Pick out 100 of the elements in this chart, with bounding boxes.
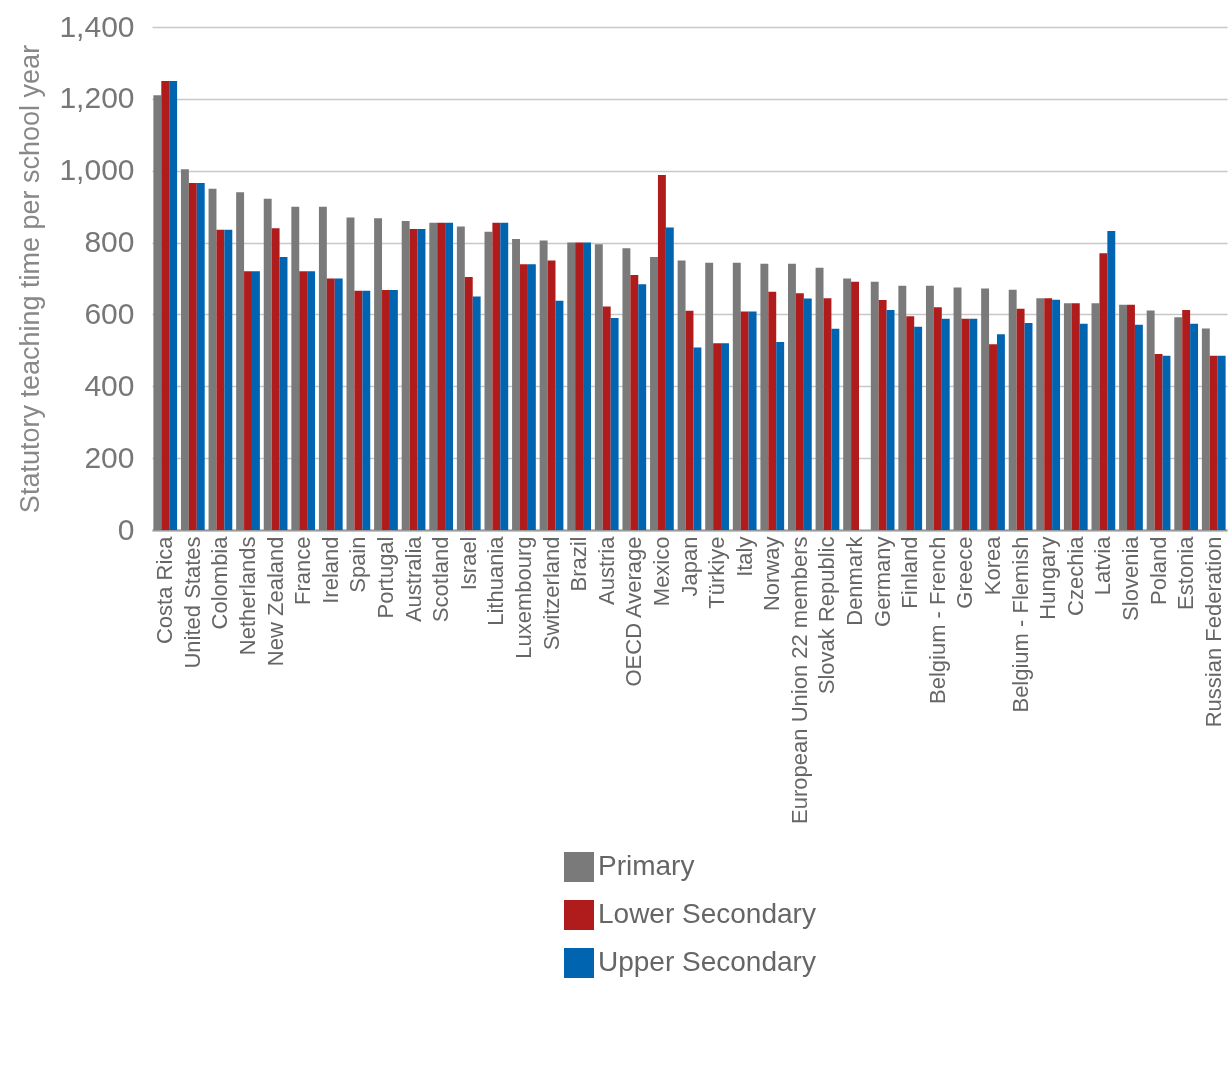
- x-tick-label: Israel: [455, 536, 481, 591]
- bar: [382, 290, 390, 530]
- bar: [555, 300, 564, 530]
- bar: [795, 293, 804, 530]
- bar: [638, 284, 647, 530]
- bar: [362, 290, 371, 530]
- x-tick-label: Belgium - Flemish: [1007, 536, 1033, 713]
- x-tick-label: Hungary: [1035, 536, 1061, 620]
- x-tick-label: Belgium - French: [924, 536, 950, 705]
- bar: [969, 318, 978, 530]
- bar: [567, 242, 576, 530]
- bar: [236, 192, 245, 530]
- x-tick-label: Slovak Republic: [814, 536, 840, 695]
- y-tick-label: 600: [84, 296, 135, 330]
- x-tick-label: Brazil: [566, 536, 592, 592]
- x-tick-label: Denmark: [842, 535, 868, 626]
- bar: [768, 291, 777, 530]
- bar: [610, 318, 619, 530]
- bar: [1008, 289, 1017, 530]
- bar: [760, 263, 769, 530]
- x-tick-label: Germany: [869, 536, 895, 627]
- bar: [519, 264, 528, 530]
- bar: [512, 238, 520, 530]
- bar: [630, 274, 639, 530]
- bar: [389, 290, 398, 530]
- y-tick-label: 1,000: [59, 153, 135, 187]
- bar: [500, 222, 509, 530]
- bar: [472, 296, 481, 530]
- y-tick-label: 1,400: [59, 9, 135, 43]
- y-tick-label: 800: [84, 225, 135, 259]
- x-tick-label: Lithuania: [483, 535, 509, 626]
- x-tick-label: Ireland: [317, 536, 343, 604]
- bar: [492, 222, 501, 530]
- x-tick-label: Colombia: [207, 535, 233, 630]
- legend-label: Primary: [598, 850, 695, 881]
- bar: [374, 218, 383, 530]
- bar: [401, 221, 410, 530]
- bar: [1154, 353, 1163, 530]
- bar: [803, 298, 812, 530]
- bar: [1146, 310, 1155, 530]
- bar: [740, 311, 749, 530]
- bar: [271, 228, 280, 530]
- bar: [906, 316, 915, 530]
- x-tick-label: Norway: [759, 536, 785, 612]
- bar: [1182, 310, 1191, 530]
- bar: [1217, 355, 1226, 530]
- bar: [705, 262, 714, 530]
- bar: [925, 285, 934, 530]
- bar: [409, 228, 418, 530]
- x-tick-label: European Union 22 members: [786, 536, 812, 824]
- y-tick-label: 200: [84, 440, 135, 474]
- bar: [1190, 323, 1199, 530]
- bar: [981, 288, 990, 530]
- bar: [196, 182, 205, 530]
- x-tick-label: Australia: [400, 535, 426, 623]
- x-tick-label: Russian Federation: [1200, 536, 1226, 728]
- bar: [831, 328, 840, 530]
- x-tick-label: Scotland: [428, 536, 454, 623]
- x-tick-label: Poland: [1145, 536, 1171, 606]
- bar: [996, 334, 1005, 530]
- bar: [878, 300, 887, 530]
- bar: [445, 222, 454, 530]
- x-tick-label: United States: [179, 536, 205, 669]
- bar: [456, 226, 465, 530]
- bar: [941, 318, 950, 530]
- bar: [843, 278, 852, 530]
- bar: [169, 80, 178, 530]
- bar: [914, 326, 923, 530]
- bar: [602, 306, 611, 530]
- bar: [1119, 304, 1128, 530]
- bar: [870, 281, 879, 530]
- bar: [326, 278, 335, 530]
- bar: [721, 343, 729, 530]
- bar: [1127, 304, 1135, 530]
- bar: [244, 271, 252, 530]
- bar: [216, 229, 225, 530]
- bar: [354, 290, 363, 530]
- bar: [539, 240, 548, 530]
- bar: [898, 285, 907, 530]
- y-tick-label: 0: [117, 512, 135, 546]
- bar: [1044, 298, 1053, 530]
- x-tick-label: Switzerland: [538, 536, 564, 651]
- x-tick-label: France: [290, 536, 316, 605]
- bar: [1016, 308, 1025, 530]
- x-tick-label: Spain: [345, 536, 371, 593]
- y-axis-title: Statutory teaching time per school year: [15, 44, 46, 514]
- bar: [815, 267, 824, 530]
- bar: [1036, 298, 1045, 530]
- x-tick-label: Greece: [952, 536, 978, 609]
- x-tick-label: Netherlands: [235, 536, 261, 656]
- bar: [665, 227, 674, 530]
- x-tick-label: Finland: [897, 536, 923, 609]
- bar: [961, 318, 970, 530]
- x-tick-label: Czechia: [1062, 535, 1088, 616]
- bar: [334, 278, 343, 530]
- bar: [1052, 299, 1061, 530]
- bar: [776, 342, 785, 530]
- y-tick-label: 400: [84, 368, 135, 402]
- bar: [594, 244, 603, 530]
- x-tick-label: OECD Average: [621, 536, 647, 687]
